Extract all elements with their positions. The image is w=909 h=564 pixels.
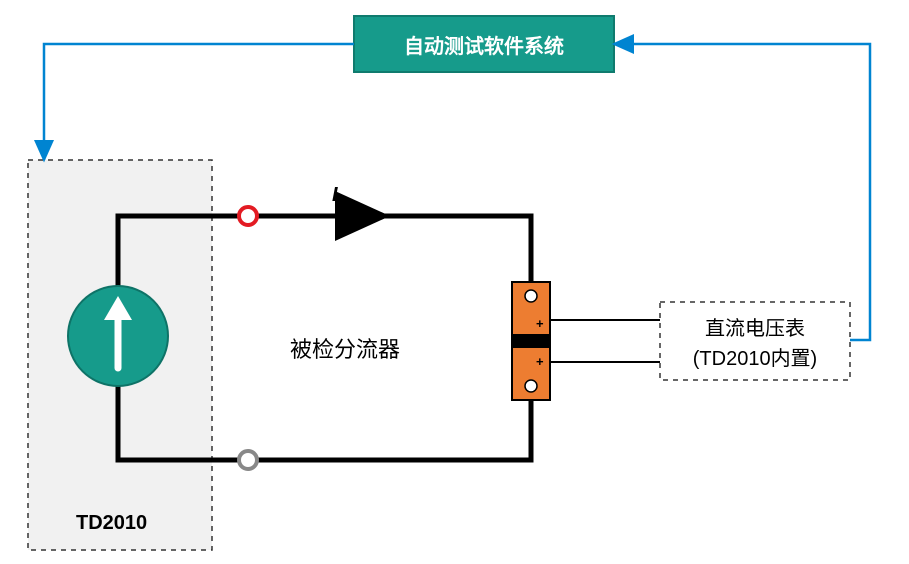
voltmeter-line2: (TD2010内置) bbox=[660, 342, 850, 371]
node-top bbox=[239, 207, 257, 225]
i1-sub: 1 bbox=[338, 193, 346, 209]
i1-label: I1 bbox=[332, 184, 345, 209]
wire-software-left bbox=[44, 44, 354, 160]
node-bottom bbox=[239, 451, 257, 469]
td2010-label: TD2010 bbox=[76, 512, 147, 535]
dut-label: 被检分流器 bbox=[290, 332, 400, 364]
wire-voltmeter-software bbox=[614, 44, 870, 340]
svg-text:+: + bbox=[536, 354, 544, 369]
svg-text:+: + bbox=[536, 316, 544, 331]
voltmeter-line1: 直流电压表 bbox=[660, 312, 850, 341]
shunt-device: + + bbox=[512, 282, 550, 400]
software-label: 自动测试软件系统 bbox=[354, 16, 614, 72]
